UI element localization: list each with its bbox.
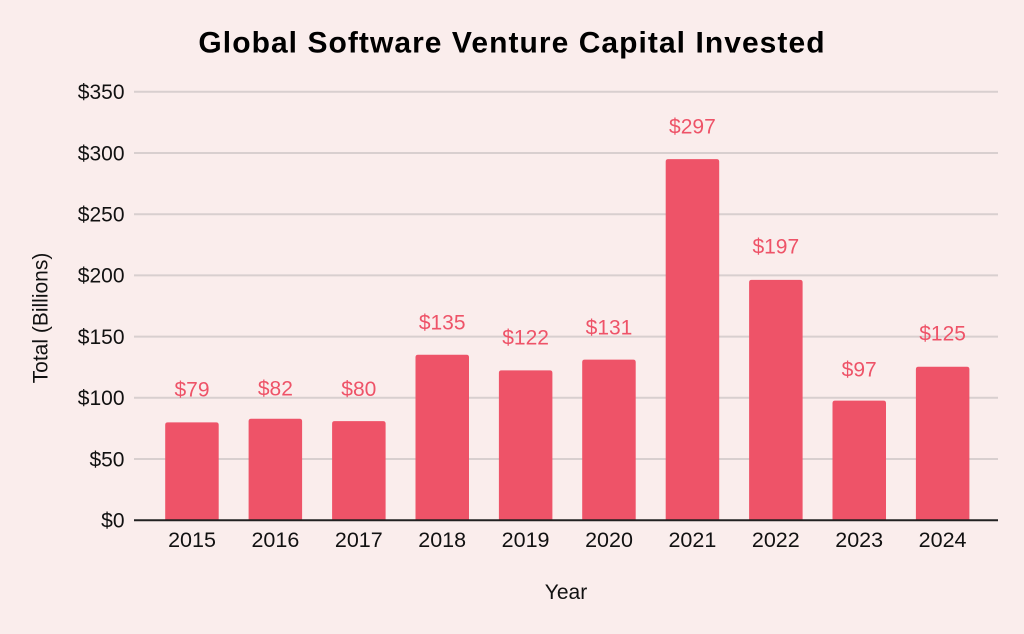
- svg-text:$100: $100: [78, 387, 125, 410]
- svg-text:2016: 2016: [251, 528, 299, 552]
- svg-text:$150: $150: [78, 326, 125, 349]
- svg-text:Year: Year: [545, 581, 587, 604]
- svg-text:$135: $135: [419, 312, 466, 335]
- svg-text:$197: $197: [752, 236, 799, 259]
- svg-text:2021: 2021: [668, 528, 716, 552]
- svg-text:2015: 2015: [168, 528, 216, 552]
- svg-text:2023: 2023: [835, 528, 883, 552]
- svg-text:Total (Billions): Total (Billions): [30, 253, 53, 384]
- svg-text:2018: 2018: [418, 528, 466, 552]
- svg-text:2022: 2022: [752, 528, 800, 552]
- svg-text:Global Software Venture Capita: Global Software Venture Capital Invested: [198, 27, 825, 60]
- svg-text:$80: $80: [341, 378, 376, 401]
- svg-text:2017: 2017: [335, 528, 383, 552]
- svg-text:2024: 2024: [919, 528, 967, 552]
- svg-text:$297: $297: [669, 116, 716, 139]
- svg-text:$300: $300: [78, 142, 125, 165]
- svg-text:2019: 2019: [502, 528, 550, 552]
- svg-text:$97: $97: [842, 359, 877, 382]
- svg-text:$350: $350: [78, 81, 125, 104]
- svg-text:$250: $250: [78, 204, 125, 227]
- svg-text:2020: 2020: [585, 528, 633, 552]
- svg-text:$122: $122: [502, 326, 549, 349]
- svg-text:$0: $0: [101, 510, 124, 533]
- svg-text:$125: $125: [919, 323, 966, 346]
- svg-text:$131: $131: [586, 317, 633, 340]
- svg-text:$200: $200: [78, 265, 125, 288]
- svg-text:$79: $79: [174, 378, 209, 401]
- svg-text:$82: $82: [258, 377, 293, 400]
- svg-text:$50: $50: [89, 448, 124, 471]
